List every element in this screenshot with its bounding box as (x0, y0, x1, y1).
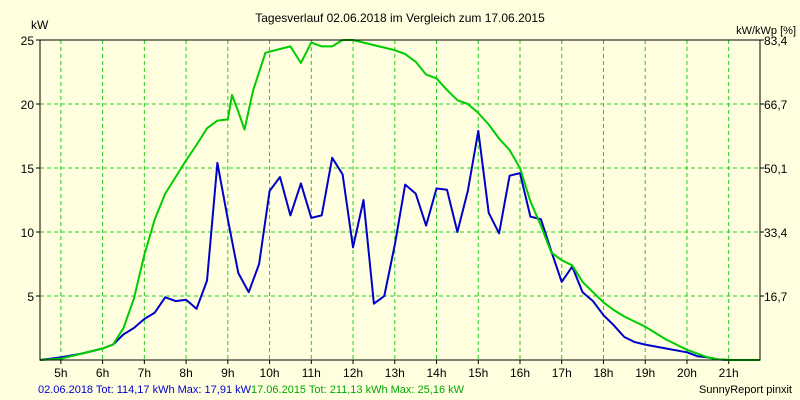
x-tick-label: 17h (552, 366, 572, 380)
y-tick-label-left: 25 (21, 34, 35, 48)
x-tick-label: 14h (427, 366, 447, 380)
x-tick-label: 20h (677, 366, 697, 380)
plot-area (40, 40, 760, 360)
y-axis-left-label: kW (31, 18, 49, 32)
x-tick-label: 8h (179, 366, 192, 380)
x-tick-label: 21h (719, 366, 739, 380)
y-tick-label-left: 15 (21, 162, 35, 176)
x-tick-label: 15h (468, 366, 488, 380)
x-tick-label: 11h (302, 366, 321, 380)
x-tick-label: 12h (343, 366, 363, 380)
y-tick-label-left: 10 (21, 226, 35, 240)
credit-text: SunnyReport pinxit (699, 384, 792, 396)
y-tick-label-left: 20 (21, 98, 35, 112)
y-axis-right-label: kW/kWp [%] (736, 25, 796, 37)
x-tick-label: 9h (221, 366, 234, 380)
legend-2018: 02.06.2018 Tot: 114,17 kWh Max: 17,91 kW (38, 384, 251, 396)
y-tick-label-right: 33,4 (764, 226, 788, 240)
legend-2015: 17.06.2015 Tot: 211,13 kWh Max: 25,16 kW (251, 384, 464, 396)
y-tick-label-right: 50,1 (764, 162, 788, 176)
x-tick-label: 19h (635, 366, 655, 380)
series-line-17-06-2015 (39, 39, 760, 361)
x-tick-label: 5h (54, 366, 67, 380)
series-line-02-06-2018 (39, 129, 760, 361)
chart-title: Tagesverlauf 02.06.2018 im Vergleich zum… (255, 11, 545, 25)
y-tick-label-right: 66,7 (764, 98, 788, 112)
x-tick-label: 7h (138, 366, 151, 380)
x-tick-label: 13h (385, 366, 405, 380)
plot-frame (39, 39, 761, 361)
y-tick-label-left: 5 (27, 290, 34, 304)
x-tick-label: 6h (96, 366, 109, 380)
x-tick-label: 10h (260, 366, 280, 380)
x-tick-label: 18h (593, 366, 613, 380)
x-tick-label: 16h (510, 366, 530, 380)
y-tick-label-right: 16,7 (764, 290, 788, 304)
y-tick-label-right: 83,4 (764, 34, 788, 48)
